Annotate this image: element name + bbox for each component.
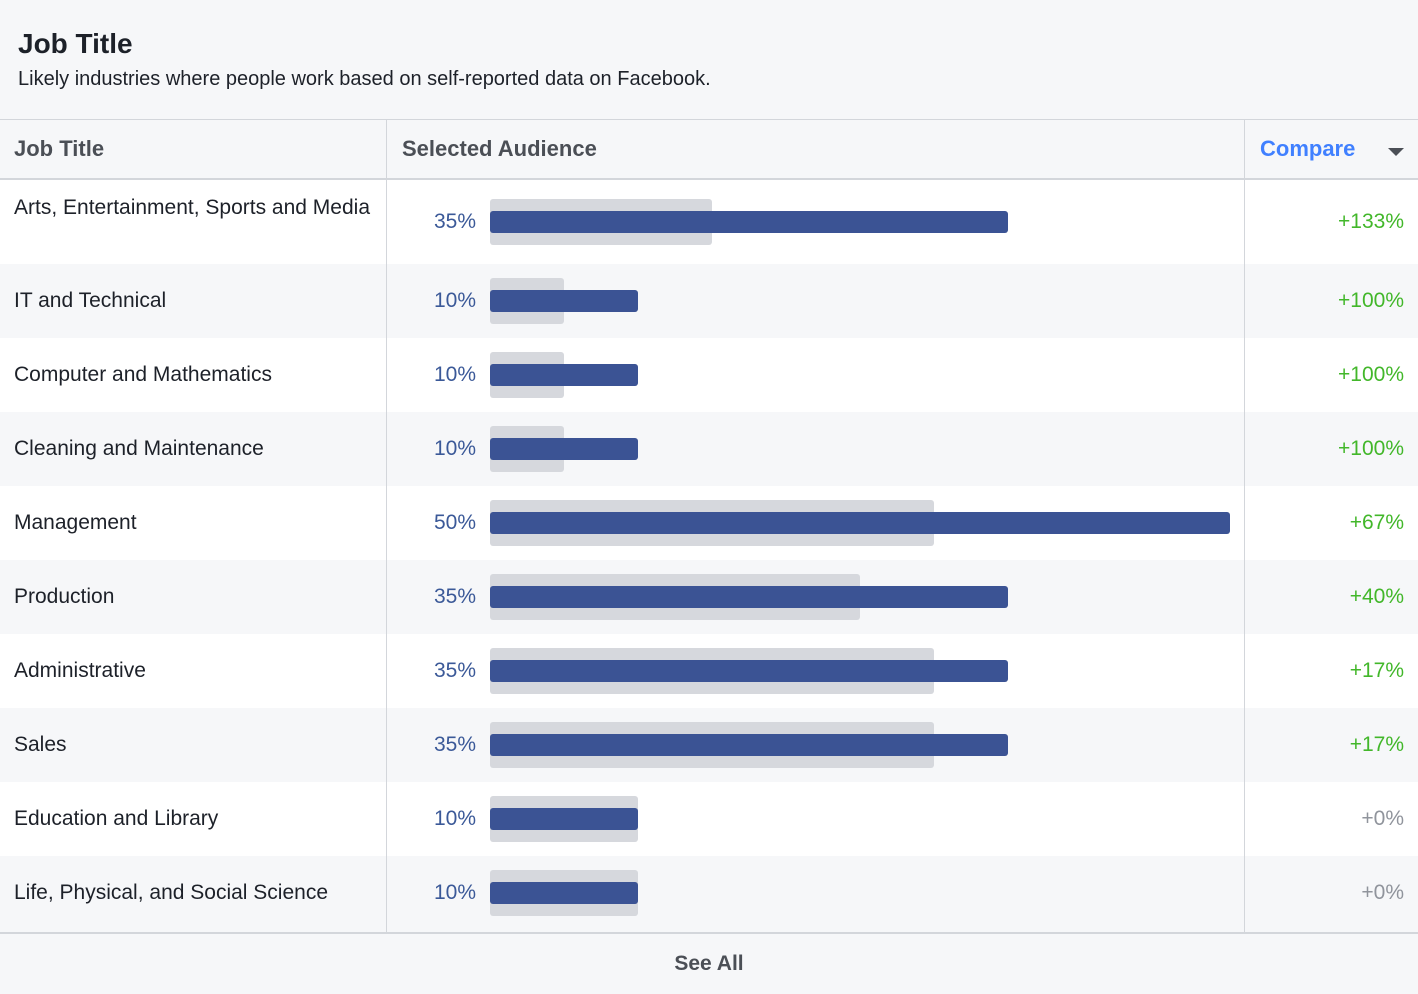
selected-audience-bar xyxy=(490,364,638,386)
compare-value: +133% xyxy=(1338,210,1404,233)
row-percentage: 10% xyxy=(433,289,476,312)
row-percentage: 10% xyxy=(433,437,476,460)
selected-audience-bar xyxy=(490,808,638,830)
selected-audience-bar xyxy=(490,734,1008,756)
row-percentage: 35% xyxy=(433,659,476,682)
row-percentage: 35% xyxy=(433,733,476,756)
selected-audience-bar xyxy=(490,290,638,312)
chevron-down-icon[interactable] xyxy=(1388,148,1404,156)
row-label: Production xyxy=(14,585,115,608)
row-label: Arts, Entertainment, Sports and Media xyxy=(14,196,371,219)
row-percentage: 10% xyxy=(433,807,476,830)
row-label: Life, Physical, and Social Science xyxy=(14,881,329,904)
row-label: IT and Technical xyxy=(14,289,167,312)
row-percentage: 50% xyxy=(433,511,476,534)
row-label: Sales xyxy=(14,733,67,756)
row-percentage: 10% xyxy=(433,363,476,386)
table-row: IT and Technical 10% +100% xyxy=(0,264,1418,338)
table-row: Sales 35% +17% xyxy=(0,708,1418,782)
card-header: Job Title Likely industries where people… xyxy=(0,0,1418,119)
selected-audience-bar xyxy=(490,211,1008,233)
table-row: Cleaning and Maintenance 10% +100% xyxy=(0,412,1418,486)
table-row: Production 35% +40% xyxy=(0,560,1418,634)
row-label: Education and Library xyxy=(14,807,219,830)
compare-value: +17% xyxy=(1349,659,1404,682)
row-label: Administrative xyxy=(14,659,146,682)
compare-value: +67% xyxy=(1349,511,1404,534)
selected-audience-bar xyxy=(490,882,638,904)
selected-audience-bar xyxy=(490,438,638,460)
table-row: Life, Physical, and Social Science 10% +0% xyxy=(0,856,1418,930)
selected-audience-bar xyxy=(490,512,1230,534)
table-row: Computer and Mathematics 10% +100% xyxy=(0,338,1418,412)
compare-value: +40% xyxy=(1349,585,1404,608)
table-header: Job Title Selected Audience Compare xyxy=(0,120,1418,180)
row-label: Computer and Mathematics xyxy=(14,363,272,386)
row-label: Cleaning and Maintenance xyxy=(14,437,264,460)
card-subtitle: Likely industries where people work base… xyxy=(18,68,711,90)
compare-value: +0% xyxy=(1361,807,1404,830)
row-percentage: 10% xyxy=(433,881,476,904)
selected-audience-bar xyxy=(490,660,1008,682)
row-percentage: 35% xyxy=(433,210,476,233)
compare-value: +100% xyxy=(1338,363,1404,386)
compare-value: +100% xyxy=(1338,289,1404,312)
selected-audience-bar xyxy=(490,586,1008,608)
table-row: Arts, Entertainment, Sports and Media 35%… xyxy=(0,180,1418,264)
card-title: Job Title xyxy=(18,28,133,59)
header-job-title: Job Title xyxy=(14,136,105,161)
table-row: Management 50% +67% xyxy=(0,486,1418,560)
header-selected-audience: Selected Audience xyxy=(402,136,597,161)
compare-dropdown[interactable]: Compare xyxy=(1260,136,1356,161)
row-label: Management xyxy=(14,511,137,534)
column-divider xyxy=(386,120,387,933)
job-title-table: Job Title Selected Audience Compare Arts… xyxy=(0,119,1418,933)
compare-value: +100% xyxy=(1338,437,1404,460)
row-percentage: 35% xyxy=(433,585,476,608)
compare-value: +0% xyxy=(1361,881,1404,904)
table-row: Education and Library 10% +0% xyxy=(0,782,1418,856)
see-all-button[interactable]: See All xyxy=(0,932,1418,992)
column-divider xyxy=(1244,120,1245,933)
compare-value: +17% xyxy=(1349,733,1404,756)
table-row: Administrative 35% +17% xyxy=(0,634,1418,708)
